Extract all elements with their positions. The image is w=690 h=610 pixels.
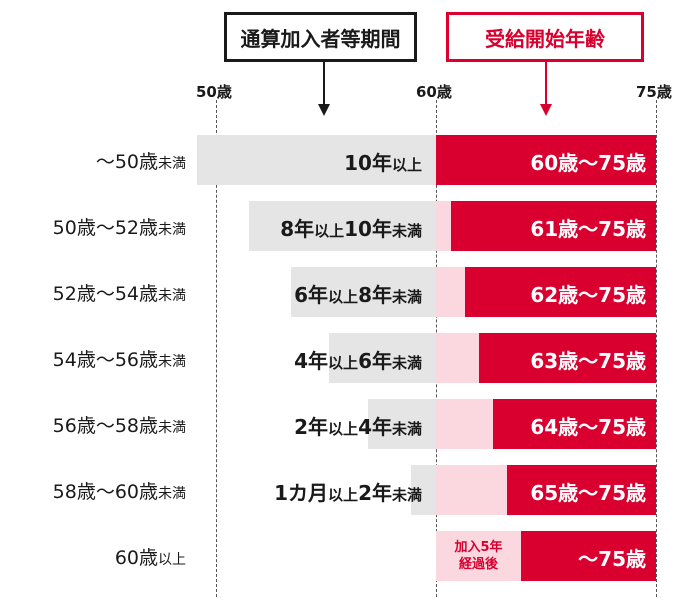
period-text-part: 以上 <box>328 288 359 306</box>
start-age-bar <box>493 399 656 449</box>
period-arrow-head <box>318 104 330 116</box>
start-age-arrow-line <box>545 62 547 106</box>
enrollment-note-line1: 加入5年 <box>454 540 503 555</box>
row-label-main: 56歳～58歳 <box>52 415 158 437</box>
period-text-part: 6年 <box>358 349 392 373</box>
start-age-bar <box>436 135 656 185</box>
period-text-part: 以上 <box>391 156 422 174</box>
start-age-header-label: 受給開始年齢 <box>485 26 605 51</box>
period-text: 2年以上4年未満 <box>294 411 422 440</box>
row-label: 50歳～52歳未満 <box>0 213 186 240</box>
waiting-bar <box>436 267 465 317</box>
start-age-bar <box>521 531 656 581</box>
period-text-part: 6年 <box>294 283 329 307</box>
row-label-suffix: 以上 <box>158 552 186 568</box>
start-age-range-text: 65歳～75歳 <box>530 481 646 505</box>
tick-60: 60歳 <box>416 83 452 101</box>
row-label: 58歳～60歳未満 <box>0 477 186 504</box>
period-text-part: 以上 <box>314 222 345 240</box>
row-label-main: 60歳 <box>114 547 158 569</box>
start-age-bar <box>479 333 656 383</box>
row-label-main: ～50歳 <box>95 151 158 173</box>
row-label-suffix: 未満 <box>158 156 186 172</box>
period-text: 6年以上8年未満 <box>294 279 422 308</box>
period-text-part: 4年 <box>358 415 392 439</box>
tick-75: 75歳 <box>636 83 672 101</box>
tick-50: 50歳 <box>196 83 232 101</box>
row-label-suffix: 未満 <box>158 486 186 502</box>
period-text-part: 1カ月 <box>274 481 329 505</box>
period-text-part: 未満 <box>391 354 422 372</box>
start-age-range-text: 63歳～75歳 <box>530 349 646 373</box>
row-label-main: 52歳～54歳 <box>52 283 158 305</box>
row-label-suffix: 未満 <box>158 354 186 370</box>
period-text: 1カ月以上2年未満 <box>274 477 422 506</box>
period-bar <box>197 135 436 185</box>
period-text-part: 8年 <box>280 217 315 241</box>
period-text-part: 8年 <box>358 283 392 307</box>
guide-line-50 <box>216 100 217 597</box>
period-text-part: 2年 <box>358 481 392 505</box>
period-header: 通算加入者等期間 <box>224 12 417 62</box>
start-age-range-text: 64歳～75歳 <box>530 415 646 439</box>
period-header-label: 通算加入者等期間 <box>240 26 401 51</box>
start-age-range-text: 60歳～75歳 <box>530 151 646 175</box>
period-text-part: 未満 <box>391 222 422 240</box>
period-text-part: 未満 <box>391 486 422 504</box>
start-age-range-text: 61歳～75歳 <box>530 217 646 241</box>
row-label: 60歳以上 <box>0 543 186 570</box>
start-age-bar <box>507 465 656 515</box>
start-age-bar <box>451 201 656 251</box>
period-text-part: 未満 <box>391 288 422 306</box>
waiting-bar <box>436 201 451 251</box>
start-age-bar <box>465 267 656 317</box>
start-age-header: 受給開始年齢 <box>446 12 644 62</box>
period-arrow-line <box>323 62 325 106</box>
period-bar <box>411 465 436 515</box>
waiting-bar <box>436 399 493 449</box>
waiting-bar <box>436 465 507 515</box>
row-label: 54歳～56歳未満 <box>0 345 186 372</box>
period-text-part: 以上 <box>328 486 359 504</box>
row-label: ～50歳未満 <box>0 147 186 174</box>
period-text-part: 以上 <box>328 354 359 372</box>
start-age-arrow-head <box>540 104 552 116</box>
row-label-suffix: 未満 <box>158 288 186 304</box>
period-text: 8年以上10年未満 <box>280 213 422 242</box>
row-label-suffix: 未満 <box>158 420 186 436</box>
guide-line-75 <box>656 100 657 597</box>
period-bar <box>329 333 436 383</box>
start-age-range-text: ～75歳 <box>578 547 646 571</box>
row-label: 52歳～54歳未満 <box>0 279 186 306</box>
row-label: 56歳～58歳未満 <box>0 411 186 438</box>
row-label-main: 58歳～60歳 <box>52 481 158 503</box>
row-label-suffix: 未満 <box>158 222 186 238</box>
enrollment-note-line2: 経過後 <box>458 557 498 572</box>
waiting-bar <box>436 333 479 383</box>
period-bar <box>368 399 436 449</box>
enrollment-note: 加入5年経過後 <box>436 539 521 573</box>
period-text-part: 10年 <box>344 151 392 175</box>
waiting-bar <box>436 531 521 581</box>
row-label-main: 54歳～56歳 <box>52 349 158 371</box>
period-text-part: 10年 <box>344 217 392 241</box>
period-text-part: 未満 <box>391 420 422 438</box>
start-age-range-text: 62歳～75歳 <box>530 283 646 307</box>
period-text: 10年以上 <box>344 147 422 176</box>
period-text-part: 4年 <box>294 349 329 373</box>
period-text-part: 以上 <box>328 420 359 438</box>
period-bar <box>249 201 436 251</box>
period-bar <box>291 267 436 317</box>
row-label-main: 50歳～52歳 <box>52 217 158 239</box>
period-text: 4年以上6年未満 <box>294 345 422 374</box>
period-text-part: 2年 <box>294 415 329 439</box>
